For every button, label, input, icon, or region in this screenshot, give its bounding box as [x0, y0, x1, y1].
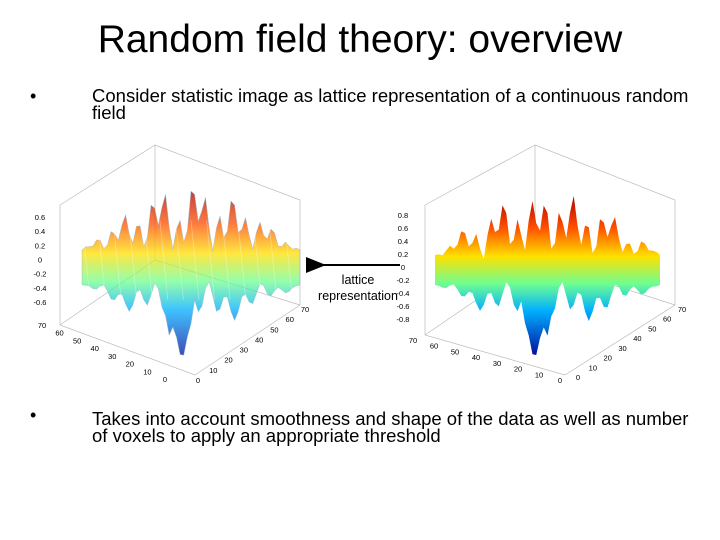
- axis-tick-label: 50: [270, 325, 278, 334]
- arrow-label: representation: [318, 289, 398, 303]
- axis-tick-label: 70: [409, 336, 417, 345]
- slide-title: Random field theory: overview: [97, 18, 623, 61]
- bullet-text: Consider statistic image as lattice repr…: [92, 85, 689, 123]
- axis-tick-label: 50: [451, 347, 459, 356]
- axis-tick-label: 40: [255, 335, 263, 344]
- mesh-line: [252, 219, 262, 301]
- mesh-line: [112, 219, 122, 301]
- z-tick-label: 0.4: [35, 227, 45, 236]
- mesh-line: [190, 219, 200, 301]
- mesh-line: [97, 219, 106, 301]
- mesh-line: [237, 219, 247, 301]
- surface: [81, 190, 301, 356]
- bullet-text: Takes into account smoothness and shape …: [92, 408, 689, 446]
- axis-tick-label: 40: [633, 334, 641, 343]
- mesh-line: [159, 219, 169, 301]
- mesh-line: [268, 219, 278, 301]
- axis-tick-label: 10: [589, 363, 597, 372]
- z-tick-label: 0.2: [398, 250, 408, 259]
- z-tick-label: -0.4: [34, 284, 47, 293]
- mesh-line: [175, 219, 184, 301]
- surface: [435, 195, 660, 356]
- z-tick-label: 0.8: [398, 211, 408, 220]
- axis-tick-label: 0: [163, 375, 167, 384]
- z-tick-label: 0.6: [398, 224, 408, 233]
- z-tick-label: -0.2: [397, 276, 410, 285]
- axis-tick-label: 10: [535, 370, 543, 379]
- axis-tick-label: 30: [108, 352, 116, 361]
- axis-tick-label: 20: [126, 360, 134, 369]
- z-tick-label: -0.6: [34, 298, 47, 307]
- z-tick-label: 0.4: [398, 237, 408, 246]
- arrow-label: lattice: [342, 273, 375, 287]
- axis-tick-label: 60: [55, 329, 63, 338]
- axis-tick-label: 0: [558, 376, 562, 385]
- axis-tick-label: 20: [514, 365, 522, 374]
- z-tick-label: 0: [38, 256, 42, 265]
- axis-tick-label: 60: [663, 315, 671, 324]
- bullet-marker: •: [30, 86, 37, 106]
- axis-tick-label: 30: [618, 344, 626, 353]
- axis-tick-label: 70: [301, 305, 309, 314]
- z-tick-label: -0.8: [397, 315, 410, 324]
- axis-tick-label: 70: [678, 305, 686, 314]
- mesh-line: [206, 219, 215, 301]
- z-tick-label: 0.6: [35, 213, 45, 222]
- axis-tick-label: 70: [38, 321, 46, 330]
- mesh-line: [284, 219, 293, 301]
- bullet-marker: •: [30, 405, 37, 425]
- axis-tick-label: 0: [576, 373, 580, 382]
- axis-tick-label: 50: [648, 324, 656, 333]
- axis-tick-label: 20: [604, 354, 612, 363]
- mesh-line: [221, 219, 231, 301]
- axis-tick-label: 0: [196, 376, 200, 385]
- mesh-line: [128, 219, 138, 301]
- z-tick-label: 0: [401, 263, 405, 272]
- axis-tick-label: 10: [143, 367, 151, 376]
- axis-tick-label: 60: [286, 315, 294, 324]
- axis-tick-label: 40: [91, 344, 99, 353]
- z-tick-label: -0.6: [397, 302, 410, 311]
- z-tick-label: -0.2: [34, 270, 47, 279]
- z-tick-label: -0.4: [397, 289, 410, 298]
- axis-tick-label: 10: [209, 366, 217, 375]
- axis-tick-label: 60: [430, 342, 438, 351]
- mesh-line: [81, 219, 91, 301]
- axis-tick-label: 20: [224, 356, 232, 365]
- axis-tick-label: 30: [240, 346, 248, 355]
- mesh-line: [143, 219, 153, 301]
- axis-tick-label: 40: [472, 353, 480, 362]
- z-tick-label: 0.2: [35, 241, 45, 250]
- axis-tick-label: 50: [73, 336, 81, 345]
- axis-tick-label: 30: [493, 359, 501, 368]
